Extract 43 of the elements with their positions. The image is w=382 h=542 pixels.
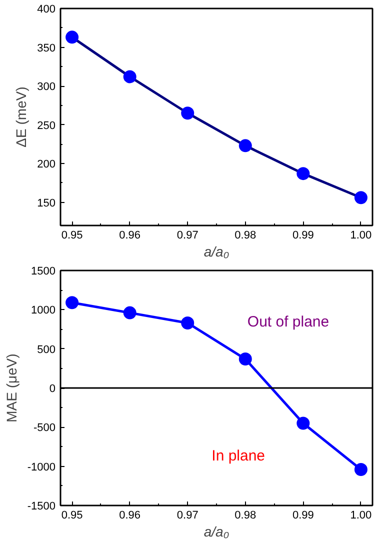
x-tick-label: 0.95 <box>61 230 83 242</box>
y-tick-label: -1000 <box>27 461 56 474</box>
x-tick-label: 1.00 <box>350 510 372 522</box>
y-tick-label: 500 <box>37 344 56 356</box>
y-tick-label: 400 <box>37 4 56 16</box>
point <box>66 296 79 310</box>
y-tick-label: 1000 <box>31 304 56 317</box>
point <box>238 139 252 152</box>
x-tick-label: 0.96 <box>119 230 141 242</box>
point <box>123 70 136 84</box>
point <box>66 30 79 44</box>
point <box>238 352 252 366</box>
y-tick-label: 250 <box>37 120 56 132</box>
x-axis-title: a/a₀ <box>204 524 230 540</box>
y-tick-label: 1500 <box>31 266 56 278</box>
point <box>181 106 194 120</box>
y-tick-label: 0 <box>49 383 56 395</box>
y-tick-label: 200 <box>37 158 56 170</box>
x-tick-label: 0.99 <box>292 230 314 242</box>
y-tick-label: 150 <box>37 197 56 210</box>
annotation: In plane <box>212 448 266 465</box>
point <box>296 416 310 430</box>
x-tick-label: 0.97 <box>176 230 198 242</box>
point <box>354 191 368 204</box>
point <box>123 306 136 320</box>
x-tick-label: 1.00 <box>350 230 372 242</box>
y-tick-label: -1500 <box>27 500 56 512</box>
y-tick-label: 350 <box>37 42 56 54</box>
point <box>296 167 310 180</box>
x-axis-title: a/a₀ <box>204 244 230 260</box>
point <box>354 462 368 476</box>
x-tick-label: 0.98 <box>234 230 256 242</box>
x-tick-label: 0.99 <box>292 510 314 522</box>
annotation: Out of plane <box>247 314 330 331</box>
x-tick-label: 0.96 <box>119 510 141 522</box>
y-tick-label: 300 <box>37 81 56 93</box>
point <box>181 316 194 330</box>
x-tick-label: 0.97 <box>176 510 198 522</box>
x-tick-label: 0.98 <box>234 510 256 522</box>
y-axis-title: MAE (μeV) <box>3 354 20 422</box>
x-tick-label: 0.95 <box>61 510 83 522</box>
y-axis-title: ΔE (meV) <box>13 86 30 148</box>
y-tick-label: -500 <box>33 422 56 434</box>
